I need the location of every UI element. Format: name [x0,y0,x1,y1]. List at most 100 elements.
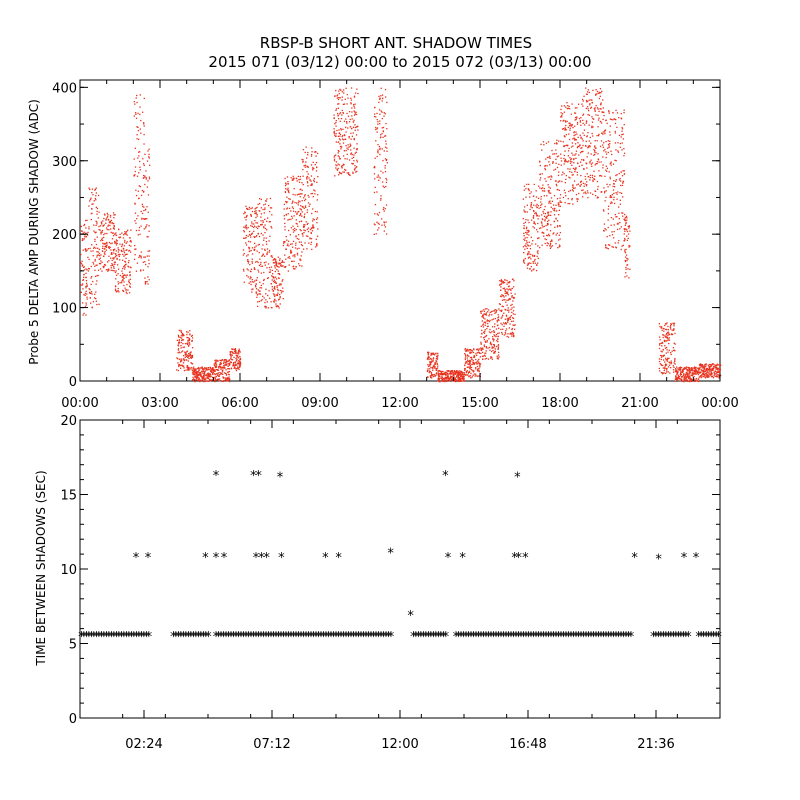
data-point [221,366,224,369]
data-point [593,170,595,172]
data-point [338,103,340,105]
data-point [199,371,202,374]
data-point [378,179,380,182]
data-point [697,372,699,374]
data-point [565,129,567,131]
data-point [493,338,495,341]
data-point [124,231,126,233]
data-point [235,354,237,356]
data-point [620,171,622,173]
data-point [84,292,86,294]
data-point [483,321,485,323]
data-point [527,244,529,246]
data-point [537,245,539,247]
data-point [697,373,700,376]
data-point [88,288,90,290]
data-point [85,304,87,306]
data-point [528,183,530,186]
data-point [509,332,512,334]
data-point [86,284,88,286]
data-point [442,380,444,383]
data-point [483,310,485,313]
data-point [526,183,528,186]
data-point [255,288,258,290]
data-point [301,244,304,247]
data-point [340,172,342,174]
data-point [87,256,89,259]
data-point [594,145,596,147]
data-point [148,178,151,180]
data-point [528,251,530,253]
data-point [342,155,345,157]
data-point [355,113,358,116]
data-point [123,277,125,280]
data-point [528,262,530,264]
data-point [305,157,308,159]
data-point [346,147,348,149]
data-point [598,117,600,119]
data-point [315,218,318,220]
data-point [113,228,115,230]
data-point [677,376,679,379]
data-point [544,219,546,221]
data-point [535,269,538,272]
data-point [693,370,696,372]
data-point [626,230,629,233]
data-point [265,261,267,263]
data-point [505,333,507,335]
data-point [442,378,445,380]
data-point [84,306,87,308]
data-point [291,217,294,219]
data-point [550,224,552,226]
data-point [208,368,210,371]
data-point [620,117,622,119]
data-point [459,380,461,383]
data-point [597,134,600,137]
data-point [91,191,93,194]
data-point [381,127,383,129]
data-point [619,146,622,148]
data-point [81,260,83,262]
data-point [589,179,591,181]
data-point [122,274,125,277]
data-point [582,140,584,142]
data-point [429,365,431,367]
data-point [123,245,126,247]
data-point [544,168,547,171]
data-point [484,308,487,310]
data-point [710,371,712,374]
data-point [80,225,82,228]
data-point [604,148,606,151]
data-point [438,373,440,375]
data-point [338,150,340,152]
data-point [592,180,594,183]
data-point [491,310,493,312]
data-point [547,234,549,237]
data-point [139,169,141,171]
data-point [586,93,588,96]
data-point [662,334,664,336]
data-point [512,335,515,338]
data-point [380,195,382,197]
data-point [561,128,564,130]
data-point [484,355,486,357]
data-point [84,236,86,238]
data-point [233,348,235,351]
data-point [705,369,707,372]
top-y-tick-label: 100 [52,302,77,317]
data-point [673,371,675,373]
data-point [457,372,460,374]
data-point [432,357,435,359]
data-point [444,380,446,383]
data-point [306,171,308,173]
data-point [507,281,509,283]
data-point [716,366,718,369]
data-point [82,288,84,290]
data-point [533,210,535,213]
data-point [335,121,337,124]
data-point [111,253,113,255]
data-point [572,190,575,192]
data-point [554,226,556,228]
data-point [474,362,476,365]
data-point [507,294,509,296]
